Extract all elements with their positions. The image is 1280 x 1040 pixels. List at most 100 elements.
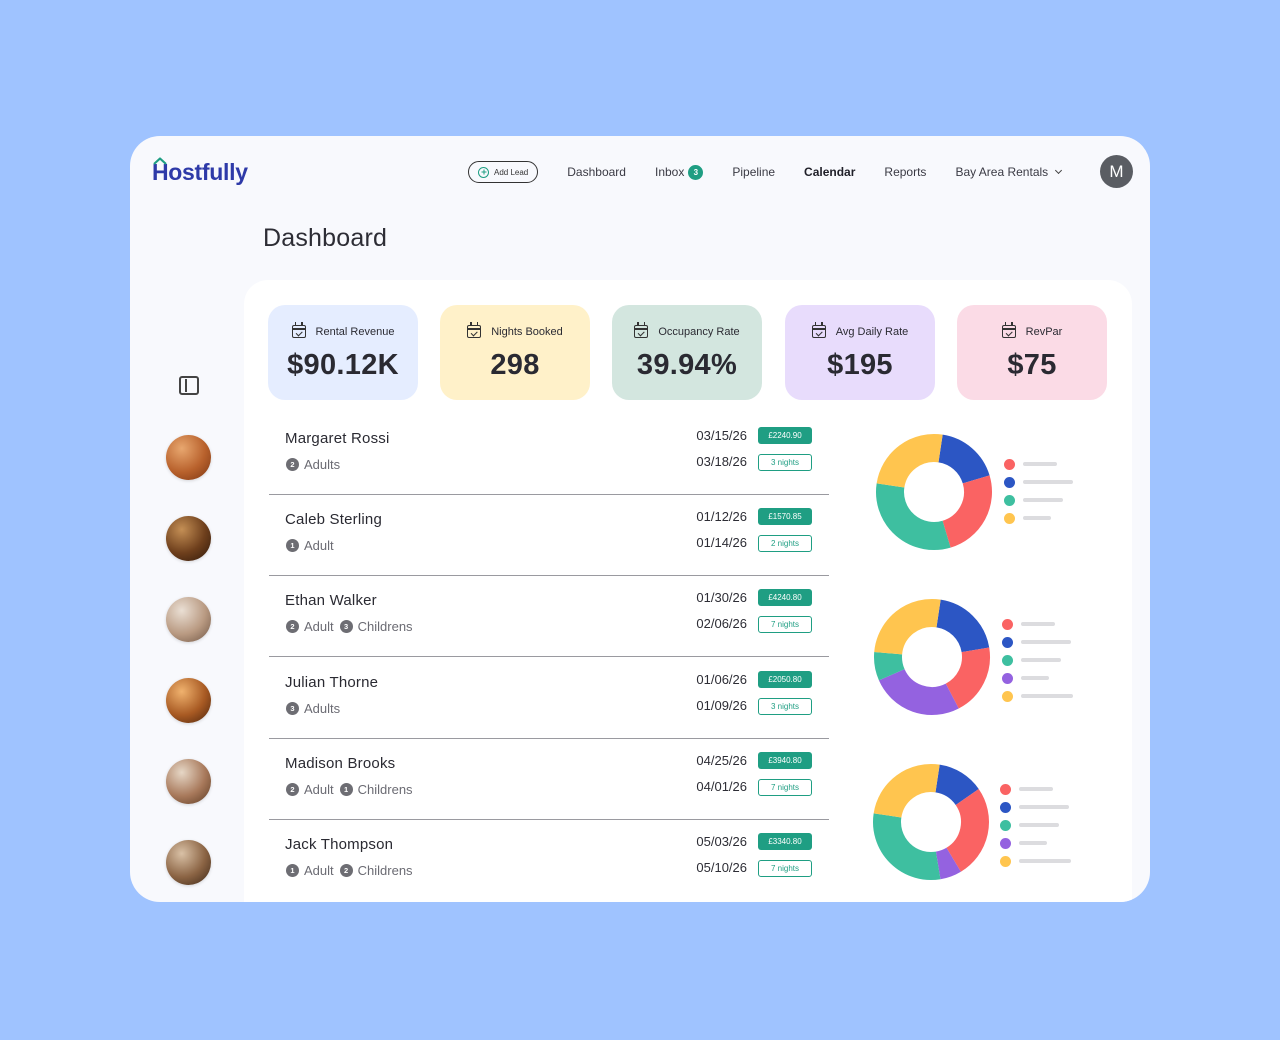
add-lead-button[interactable]: Add Lead xyxy=(468,161,539,183)
booking-row[interactable]: Julian Thorne 3 Adults 01/06/26 01/09/26 £205… xyxy=(269,658,829,739)
calendar-check-icon xyxy=(467,322,482,338)
hostfully-logo[interactable]: Hostfully xyxy=(152,157,248,186)
guest-summary: 2 Adult 3 Childrens xyxy=(286,619,419,634)
donut-slice[interactable] xyxy=(873,813,941,880)
guest-count: 1 Childrens xyxy=(339,782,413,797)
booking-row[interactable]: Madison Brooks 2 Adult 1 Childrens 04/25/26 04… xyxy=(269,739,829,820)
legend-dot xyxy=(1002,618,1013,630)
legend-placeholder-bar xyxy=(1021,640,1071,644)
guest-count: 2 Adults xyxy=(286,457,340,472)
booking-row[interactable]: Margaret Rossi 2 Adults 03/15/26 03/18/26 £22… xyxy=(269,414,829,495)
kpi-card[interactable]: RevPar $75 xyxy=(957,305,1107,400)
donut-slice[interactable] xyxy=(878,668,959,715)
kpi-card[interactable]: Nights Booked 298 xyxy=(440,305,590,400)
account-selector-label: Bay Area Rentals xyxy=(955,165,1049,179)
kpi-card[interactable]: Occupancy Rate 39.94% xyxy=(612,305,762,400)
logo-text: Hostfully xyxy=(152,159,248,185)
legend-item xyxy=(1002,651,1073,669)
guest-type: Adult xyxy=(304,863,334,878)
donut-slice[interactable] xyxy=(945,789,989,872)
nav-calendar[interactable]: Calendar xyxy=(804,165,855,179)
check-out-date: 02/06/26 xyxy=(696,616,747,632)
donut-slice[interactable] xyxy=(935,847,961,880)
donut-slice[interactable] xyxy=(945,647,990,709)
legend-item xyxy=(1004,473,1073,491)
property-photo-icon[interactable] xyxy=(166,435,211,480)
sidebar-toggle-icon[interactable] xyxy=(179,376,199,395)
guest-type: Childrens xyxy=(357,619,413,635)
property-photo-icon[interactable] xyxy=(166,678,211,723)
legend-dot xyxy=(1002,690,1013,702)
legend-placeholder-bar xyxy=(1023,516,1051,520)
legend-placeholder-bar xyxy=(1023,462,1057,466)
donut-chart xyxy=(876,434,992,550)
booking-row[interactable]: Caleb Sterling 1 Adult 01/12/26 01/14/26 £157… xyxy=(269,495,829,577)
kpi-value: $75 xyxy=(1007,349,1057,381)
property-photo-icon[interactable] xyxy=(166,516,211,561)
nav-pipeline[interactable]: Pipeline xyxy=(732,165,775,179)
check-out-date: 05/10/26 xyxy=(696,860,747,875)
property-photo-icon[interactable] xyxy=(166,840,211,885)
legend-dot xyxy=(1004,512,1015,524)
property-photo-icon[interactable] xyxy=(166,597,211,642)
kpi-card[interactable]: Avg Daily Rate $195 xyxy=(785,305,935,400)
nav-inbox-label: Inbox xyxy=(654,165,685,179)
calendar-check-icon xyxy=(291,322,306,338)
kpi-label-row: RevPar xyxy=(957,322,1107,338)
kpi-value: $195 xyxy=(827,349,893,381)
legend-dot xyxy=(1000,819,1011,831)
account-selector[interactable]: Bay Area Rentals xyxy=(955,165,1063,179)
legend-dot xyxy=(1000,837,1011,849)
chart-legend xyxy=(1004,455,1073,527)
guest-count-number: 1 xyxy=(339,782,353,796)
booking-row[interactable]: Ethan Walker 2 Adult 3 Childrens 01/30/26 02/0… xyxy=(269,576,829,658)
booking-row[interactable]: Jack Thompson 1 Adult 2 Childrens 05/03/26 05/… xyxy=(269,820,829,901)
donut-slice[interactable] xyxy=(934,764,979,806)
legend-placeholder-bar xyxy=(1019,823,1059,827)
calendar-check-icon xyxy=(811,322,826,338)
check-in-date: 04/25/26 xyxy=(696,752,747,768)
nav-inbox[interactable]: Inbox 3 xyxy=(654,164,704,180)
donut-slice[interactable] xyxy=(941,475,992,548)
page-title: Dashboard xyxy=(263,224,388,252)
legend-item xyxy=(1000,852,1071,870)
nights-badge: 7 nights xyxy=(758,778,812,796)
kpi-value: 298 xyxy=(490,349,540,381)
donut-chart xyxy=(873,764,989,880)
nav-dashboard[interactable]: Dashboard xyxy=(567,165,626,179)
price-badge: £1570.85 xyxy=(758,508,812,526)
guest-count-number: 2 xyxy=(339,864,353,877)
legend-dot xyxy=(1000,801,1011,813)
legend-dot xyxy=(1002,636,1013,648)
kpi-value: $90.12K xyxy=(287,349,399,381)
legend-item xyxy=(1000,780,1071,798)
nav-calendar-label: Calendar xyxy=(804,165,856,179)
legend-dot xyxy=(1000,855,1011,867)
add-lead-label: Add Lead xyxy=(494,167,529,177)
donut-slice[interactable] xyxy=(874,651,905,681)
inbox-count-badge: 3 xyxy=(688,164,704,180)
guest-type: Adults xyxy=(304,457,341,472)
kpi-label: Occupancy Rate xyxy=(658,325,740,338)
kpi-card[interactable]: Rental Revenue $90.12K xyxy=(268,305,418,400)
property-photo-icon[interactable] xyxy=(166,759,211,804)
guest-summary: 3 Adults xyxy=(286,701,346,716)
donut-slice[interactable] xyxy=(935,599,990,653)
price-badge: £4240.80 xyxy=(758,589,812,607)
guest-count-number: 1 xyxy=(286,539,299,553)
legend-placeholder-bar xyxy=(1021,694,1073,698)
check-out-date: 01/09/26 xyxy=(696,697,747,713)
legend-item xyxy=(1000,816,1071,834)
guest-count-number: 2 xyxy=(286,458,299,471)
donut-slice[interactable] xyxy=(937,434,990,485)
donut-slice[interactable] xyxy=(873,764,940,819)
nav-reports[interactable]: Reports xyxy=(884,165,926,179)
donut-slice[interactable] xyxy=(876,434,943,489)
donut-slice[interactable] xyxy=(876,483,951,550)
guest-summary: 2 Adults xyxy=(286,457,346,472)
user-avatar[interactable]: M xyxy=(1100,155,1133,188)
guest-type: Adult xyxy=(304,619,334,635)
guest-summary: 1 Adult 2 Childrens xyxy=(286,863,419,878)
nights-badge: 3 nights xyxy=(758,454,812,471)
donut-slice[interactable] xyxy=(874,599,941,656)
